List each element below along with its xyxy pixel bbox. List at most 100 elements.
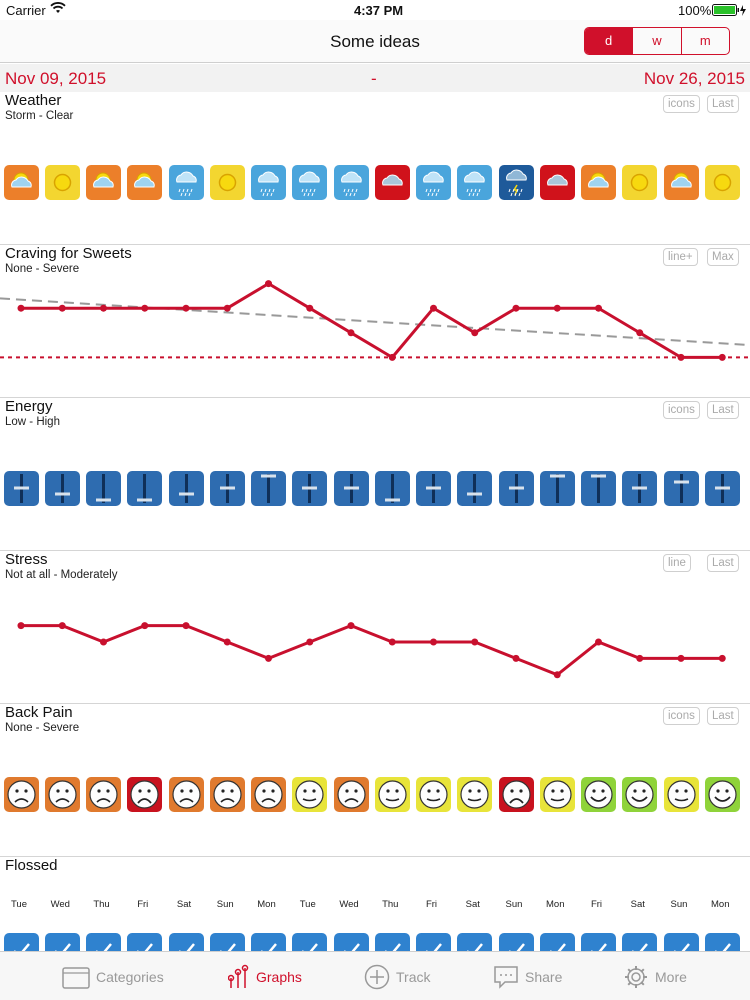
weekday-row: Tue Wed Thu Fri Sat Sun Mon Tue Wed Thu Fri Sat Sun M… bbox=[0, 899, 750, 913]
energy-level-1-icon bbox=[168, 471, 204, 506]
start-date[interactable]: Nov 09, 2015 bbox=[5, 69, 107, 88]
data-point bbox=[553, 304, 561, 312]
data-point bbox=[100, 638, 107, 646]
segment-day[interactable]: d bbox=[585, 28, 633, 54]
neutral-face-icon bbox=[539, 777, 575, 812]
segment-month[interactable]: m bbox=[680, 28, 729, 54]
series-line bbox=[21, 281, 723, 360]
rain-cloud-icon bbox=[292, 165, 328, 200]
checkmark-icon bbox=[457, 933, 493, 951]
checkmark-icon bbox=[663, 933, 699, 951]
checkmark-icon bbox=[209, 933, 245, 951]
section-range: Low - High bbox=[5, 416, 60, 428]
display-mode-button[interactable]: icons bbox=[663, 95, 700, 113]
backpain-icon-row bbox=[3, 777, 746, 813]
tab-label: Graphs bbox=[256, 969, 302, 985]
flossed-section: Flossed Tue Wed Thu Fri Sat Sun Mon Tue Wed Thu Fr… bbox=[0, 857, 750, 951]
neutral-face-icon bbox=[374, 777, 410, 812]
energy-icon-row bbox=[3, 471, 746, 507]
graph-icon bbox=[228, 964, 250, 990]
thunder-night-icon bbox=[498, 165, 534, 200]
display-mode-button[interactable]: line+ bbox=[663, 248, 698, 266]
aggregate-button[interactable]: Max bbox=[707, 248, 739, 266]
checkmark-icon bbox=[127, 933, 163, 951]
data-point bbox=[471, 638, 479, 646]
sad-face-icon bbox=[86, 777, 121, 812]
weekday-label: Wed bbox=[50, 899, 70, 910]
energy-level-0-icon bbox=[374, 471, 410, 506]
section-title: Energy bbox=[5, 398, 53, 415]
weekday-label: Wed bbox=[339, 899, 359, 910]
very-sad-face-icon bbox=[127, 777, 163, 812]
weather-icon-row bbox=[3, 165, 746, 201]
data-point bbox=[512, 304, 520, 312]
section-title: Weather bbox=[5, 92, 62, 109]
aggregate-button[interactable]: Last bbox=[707, 707, 739, 725]
series-line bbox=[21, 623, 723, 677]
sunny-cloud-icon bbox=[3, 165, 39, 200]
data-point bbox=[58, 304, 66, 312]
rain-cloud-icon bbox=[251, 165, 286, 200]
happy-face-icon bbox=[622, 777, 658, 812]
data-point bbox=[17, 622, 25, 630]
display-mode-button[interactable]: icons bbox=[663, 401, 700, 419]
energy-level-0-icon bbox=[86, 471, 121, 506]
tab-share[interactable]: Share bbox=[493, 962, 562, 992]
tab-label: More bbox=[655, 969, 687, 985]
weekday-label: Fri bbox=[425, 899, 438, 910]
date-separator: - bbox=[371, 69, 377, 88]
aggregate-button[interactable]: Last bbox=[707, 95, 739, 113]
weekday-label: Sat bbox=[465, 899, 480, 910]
data-point bbox=[306, 304, 314, 312]
section-range: Not at all - Moderately bbox=[5, 569, 118, 581]
date-range-bar: Nov 09, 2015 - Nov 26, 2015 bbox=[0, 64, 750, 92]
data-point bbox=[388, 353, 396, 361]
checkmark-icon bbox=[581, 933, 616, 951]
plus-circle-icon bbox=[364, 964, 390, 990]
carrier-label: Carrier bbox=[6, 3, 46, 18]
tab-track[interactable]: Track bbox=[364, 962, 430, 992]
checkmark-icon bbox=[416, 933, 451, 951]
aggregate-button[interactable]: Last bbox=[707, 554, 739, 572]
period-segmented-control[interactable]: d w m bbox=[584, 27, 730, 55]
neutral-face-icon bbox=[292, 777, 328, 812]
rain-cloud-icon bbox=[168, 165, 204, 200]
end-date[interactable]: Nov 26, 2015 bbox=[643, 69, 745, 88]
checkmark-icon bbox=[622, 933, 658, 951]
energy-level-2-icon bbox=[209, 471, 245, 506]
checkmark-icon bbox=[3, 933, 39, 951]
checkmark-icon bbox=[374, 933, 410, 951]
sad-face-icon bbox=[44, 777, 80, 812]
data-point bbox=[388, 638, 396, 646]
tab-bar: Categories Graphs Track Share More bbox=[0, 951, 750, 1000]
data-point bbox=[347, 329, 355, 337]
energy-level-2-icon bbox=[704, 471, 740, 506]
sad-face-icon bbox=[251, 777, 286, 812]
segment-week[interactable]: w bbox=[632, 28, 680, 54]
tab-graphs[interactable]: Graphs bbox=[228, 962, 302, 992]
tab-categories[interactable]: Categories bbox=[62, 962, 164, 992]
aggregate-button[interactable]: Last bbox=[707, 401, 739, 419]
display-mode-button[interactable]: line bbox=[663, 554, 691, 572]
data-point bbox=[636, 329, 644, 337]
page-title: Some ideas bbox=[330, 32, 420, 51]
data-point bbox=[512, 654, 520, 662]
weekday-label: Sun bbox=[670, 899, 688, 910]
data-point bbox=[718, 353, 726, 361]
display-mode-button[interactable]: icons bbox=[663, 707, 700, 725]
data-point bbox=[265, 280, 272, 288]
sad-face-icon bbox=[209, 777, 245, 812]
sad-face-icon bbox=[168, 777, 204, 812]
weekday-label: Tue bbox=[10, 899, 28, 910]
stress-section: Stress Not at all - Moderately line Last bbox=[0, 551, 750, 704]
checkmark-icon bbox=[292, 933, 328, 951]
data-point bbox=[471, 329, 479, 337]
checkmark-icon bbox=[251, 933, 286, 951]
tab-more[interactable]: More bbox=[623, 962, 687, 992]
share-icon bbox=[493, 965, 519, 989]
data-point bbox=[553, 671, 561, 679]
tab-label: Categories bbox=[96, 969, 164, 985]
weekday-label: Tue bbox=[299, 899, 316, 910]
storm-cloud-icon bbox=[374, 165, 410, 200]
craving-line-chart bbox=[0, 280, 750, 361]
